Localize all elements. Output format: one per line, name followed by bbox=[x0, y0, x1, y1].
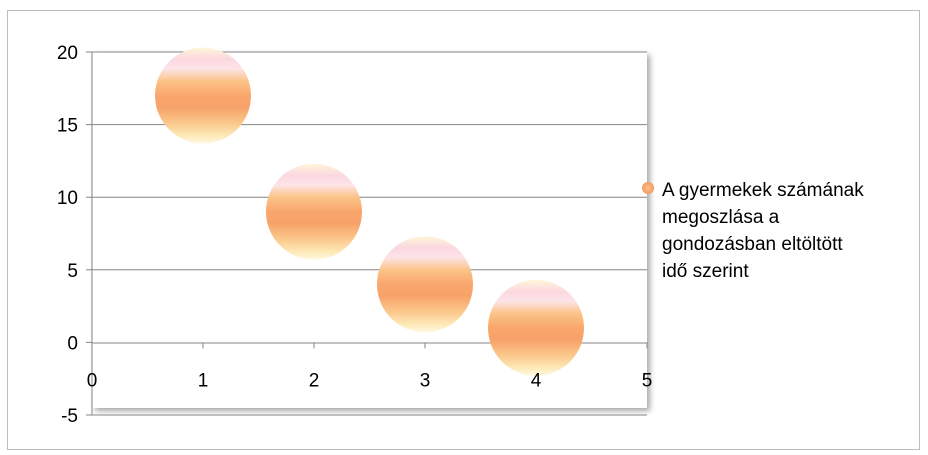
x-tick-label-1: 1 bbox=[198, 370, 209, 391]
bubble-point-3 bbox=[377, 236, 473, 333]
legend-series-name: A gyermekek számának megoszlása a gondoz… bbox=[662, 180, 864, 282]
gridlines bbox=[86, 51, 647, 416]
legend-bubble-icon bbox=[642, 182, 654, 194]
y-tick-label-1: 15 bbox=[57, 116, 78, 137]
x-tick-labels: 0 1 2 3 4 5 bbox=[87, 370, 653, 391]
x-tick-label-2: 2 bbox=[309, 370, 320, 391]
x-tick-label-5: 5 bbox=[642, 370, 653, 391]
y-tick-label-0: 20 bbox=[57, 43, 78, 64]
x-tick-label-3: 3 bbox=[420, 370, 431, 391]
y-tick-label-2: 10 bbox=[57, 188, 78, 209]
bubble-point-2 bbox=[266, 163, 362, 260]
legend: A gyermekek számának megoszlása a gondoz… bbox=[642, 177, 922, 285]
y-tick-label-5: -5 bbox=[61, 406, 78, 427]
x-tick-label-4: 4 bbox=[531, 370, 542, 391]
y-tick-label-4: 0 bbox=[67, 333, 78, 354]
y-tick-label-3: 5 bbox=[67, 261, 78, 282]
x-tick-label-0: 0 bbox=[87, 370, 98, 391]
y-tick-labels: 20 15 10 5 0 -5 bbox=[57, 43, 78, 427]
bubble-point-4 bbox=[488, 279, 584, 376]
bubble-series bbox=[155, 47, 584, 376]
bubble-point-1 bbox=[155, 47, 251, 144]
